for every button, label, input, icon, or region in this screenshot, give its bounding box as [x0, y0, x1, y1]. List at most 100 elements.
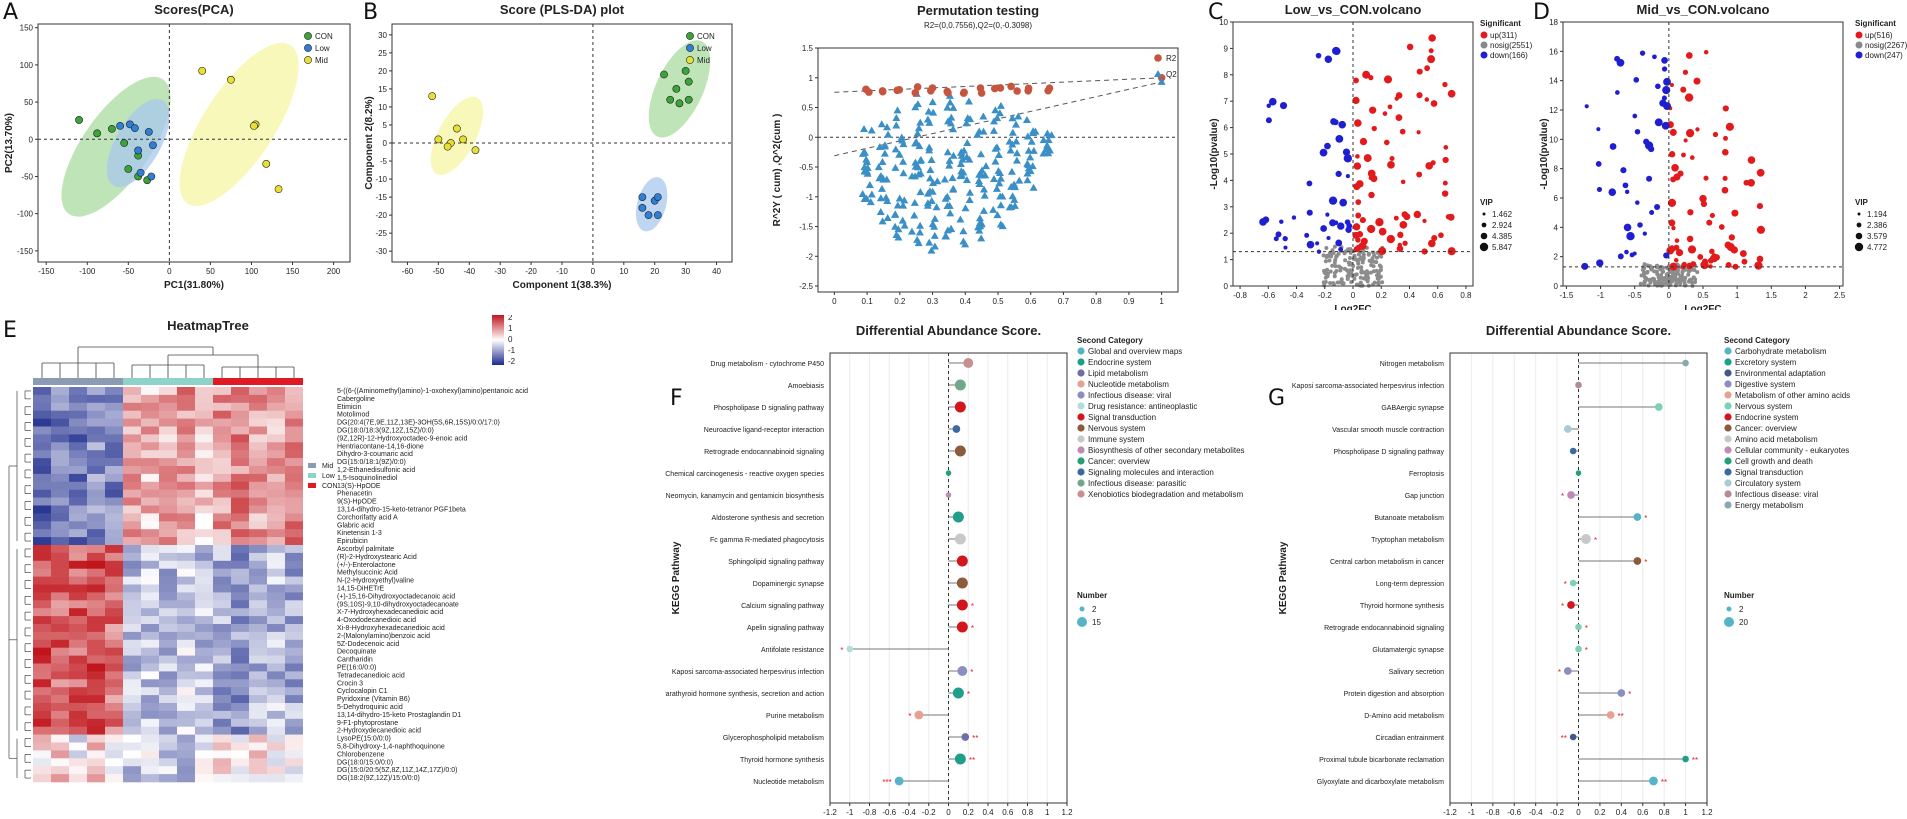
heatmap-cell [105, 489, 123, 498]
heatmap-cell [267, 624, 285, 633]
pathway-dot [1682, 755, 1689, 763]
heatmap-cell [267, 647, 285, 656]
heatmap-cell [159, 679, 177, 688]
heatmap-cell [195, 726, 213, 735]
down-point [1339, 198, 1348, 207]
pathway-label: Phospholipase D signaling pathway [1333, 449, 1444, 456]
heatmap-cell [105, 718, 123, 727]
heatmap-cell [159, 537, 177, 546]
up-point [1699, 194, 1707, 203]
q2-permutation-point [996, 174, 1005, 182]
legend-marker-low [304, 44, 312, 52]
y-tick-label: 8 [1554, 165, 1559, 174]
q2-permutation-point [979, 206, 988, 214]
heatmap-cell [159, 418, 177, 427]
heatmap-cell [123, 687, 141, 696]
vip-size-marker [1480, 232, 1488, 240]
q2-permutation-point [946, 209, 955, 217]
heatmap-cell [123, 513, 141, 522]
heatmap-cell [231, 442, 249, 451]
x-tick-label: 200 [327, 267, 341, 276]
heatmap-cell [195, 758, 213, 767]
q2-permutation-point [911, 103, 920, 111]
up-point [1353, 246, 1360, 253]
size-legend-label: 2 [1092, 605, 1097, 614]
x-tick-label: -0.6 [1261, 291, 1275, 300]
heatmap-cell [87, 560, 105, 569]
down-point [1633, 77, 1640, 83]
heatmap-cell [231, 497, 249, 506]
x-tick-label: -150 [38, 267, 55, 276]
x-tick-label: 0.8 [1022, 808, 1034, 817]
q2-permutation-point [1045, 146, 1054, 154]
heatmap-cell [195, 537, 213, 546]
legend-label: Environmental adaptation [1735, 369, 1826, 378]
legend-marker [1077, 413, 1085, 421]
heatmap-cell [231, 576, 249, 585]
heatmap-cell [267, 592, 285, 601]
heatmap-cell [159, 742, 177, 751]
heatmap-cell [231, 774, 249, 783]
group-legend-swatch [308, 483, 316, 488]
pathway-dot [1606, 711, 1615, 719]
heatmap-cell [213, 545, 231, 554]
significance-mark: * [840, 646, 843, 655]
panel-label-e: E [3, 318, 17, 343]
confidence-ellipse-low [635, 177, 668, 232]
heatmap-cell [213, 608, 231, 617]
q2-permutation-point [915, 228, 924, 236]
vip-legend-title: VIP [1480, 198, 1494, 207]
heatmap-cell [159, 576, 177, 585]
heatmap-cell [105, 774, 123, 783]
up-point [1667, 198, 1677, 208]
heatmap-cell [51, 466, 69, 475]
data-point-con [660, 70, 668, 79]
heatmap-cell [33, 766, 51, 775]
heatmap-cell [213, 473, 231, 483]
q2-permutation-point [930, 231, 939, 239]
heatmap-cell [159, 750, 177, 759]
heatmap-cell [69, 703, 87, 712]
q2-permutation-point [891, 163, 900, 171]
heatmap-cell [213, 655, 231, 664]
x-tick-label: 0.4 [982, 808, 994, 817]
heatmap-cell [285, 647, 303, 656]
heatmap-cell [69, 624, 87, 633]
q2-permutation-point [948, 174, 957, 182]
up-point [1708, 264, 1713, 269]
heatmap-cell [123, 592, 141, 601]
heatmap-cell [123, 426, 141, 435]
nosig-point [1346, 274, 1351, 279]
y-tick-label: -50 [21, 172, 33, 181]
x-axis-label: Log2FC [1334, 304, 1371, 310]
x-axis-label: Component 1(38.3%) [513, 280, 612, 291]
heatmap-cell [231, 624, 249, 633]
up-point [1353, 77, 1359, 84]
q2-permutation-point [927, 196, 936, 204]
pathway-label: Nucleotide metabolism [753, 779, 824, 786]
heatmap-cell [159, 703, 177, 712]
nosig-point [1640, 267, 1645, 272]
data-point-con [672, 85, 681, 93]
heatmap-cell [177, 671, 195, 680]
down-point [1654, 118, 1663, 127]
q2-permutation-point [1044, 135, 1053, 143]
q2-permutation-point [908, 172, 917, 180]
heatmap-cell [69, 671, 87, 680]
legend-marker [1724, 468, 1732, 476]
heatmap-cell [159, 718, 177, 727]
heatmap-cell [141, 671, 159, 680]
y-tick-label: 0 [29, 135, 34, 144]
down-point [1279, 219, 1284, 224]
heatmap-cell [177, 639, 195, 648]
down-point [1329, 219, 1337, 227]
heatmap-cell [105, 473, 123, 483]
heatmap-cell [33, 402, 51, 411]
heatmap-cell [231, 513, 249, 522]
x-tick-label: 0.4 [1404, 291, 1416, 300]
colorbar-tick-label: -2 [508, 357, 516, 366]
confidence-ellipse-low [106, 98, 170, 188]
heatmap-cell [141, 513, 159, 522]
up-point [1382, 111, 1388, 116]
heatmap-cell [87, 608, 105, 617]
